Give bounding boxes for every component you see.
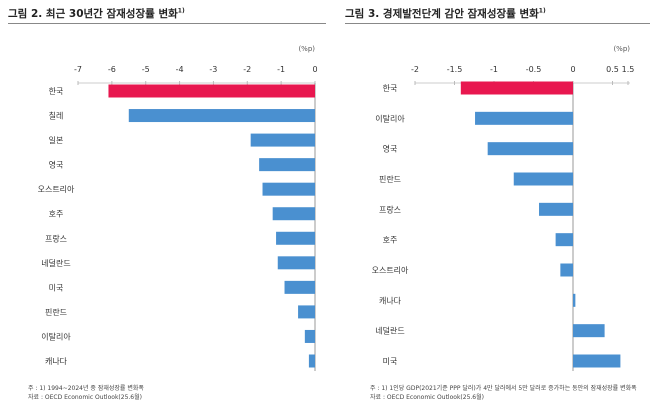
tick-label: -5 <box>142 65 150 74</box>
category-label: 한국 <box>383 84 398 93</box>
notes-right: 주 : 1) 1인당 GDP(2021기준 PPP 달러)가 4만 달러에서 5… <box>370 384 637 402</box>
bar-호주 <box>555 233 573 247</box>
bar-오스트리아 <box>262 182 315 196</box>
tick-label: 0 <box>312 65 317 74</box>
category-label: 네덜란드 <box>41 258 70 268</box>
title-sup: 1) <box>177 7 185 15</box>
bar-이탈리아 <box>475 111 573 125</box>
title-rule <box>8 23 326 24</box>
category-label: 미국 <box>49 283 64 292</box>
title-sup: 1) <box>538 7 546 15</box>
bar-이탈리아 <box>304 329 315 343</box>
bar-호주 <box>272 207 315 221</box>
bar-미국 <box>284 280 315 294</box>
bar-핀란드 <box>513 172 573 186</box>
tick-label: 1.5 <box>622 65 635 74</box>
tick-label: 0.5 <box>606 65 619 74</box>
category-label: 핀란드 <box>45 307 67 317</box>
category-label: 이탈리아 <box>375 113 405 123</box>
bar-네덜란드 <box>277 256 315 270</box>
category-label: 한국 <box>49 87 64 96</box>
category-label: 일본 <box>49 136 64 145</box>
tick-label: -7 <box>74 65 82 74</box>
tick-label: -3 <box>209 65 217 74</box>
bar-영국 <box>259 158 315 172</box>
category-label: 네덜란드 <box>375 326 404 336</box>
bar-핀란드 <box>298 305 315 319</box>
tick-label: -6 <box>108 65 116 74</box>
category-label: 오스트리아 <box>38 184 75 194</box>
category-label: 프랑스 <box>45 233 67 243</box>
bar-프랑스 <box>539 202 573 216</box>
category-label: 칠레 <box>49 112 64 121</box>
title-rule <box>345 23 650 24</box>
bar-네덜란드 <box>573 324 605 338</box>
category-label: 미국 <box>383 357 398 366</box>
bar-일본 <box>250 133 315 147</box>
category-label: 핀란드 <box>379 174 401 184</box>
bar-캐나다 <box>308 354 315 368</box>
bar-칠레 <box>128 109 315 123</box>
tick-label: -2 <box>243 65 251 74</box>
source: 자료 : OECD Economic Outlook(25.6월) <box>28 394 142 401</box>
category-label: 영국 <box>383 144 398 154</box>
bar-영국 <box>487 142 573 156</box>
category-label: 호주 <box>383 236 398 245</box>
note: 주 : 1) 1994~2024년 중 잠재성장률 변화폭 <box>28 385 144 392</box>
category-label: 캐나다 <box>379 296 402 305</box>
tick-label: 0 <box>570 65 575 74</box>
category-label: 이탈리아 <box>41 331 71 341</box>
source: 자료 : OECD Economic Outlook(25.6월) <box>370 394 484 401</box>
bar-프랑스 <box>276 231 315 245</box>
category-label: 오스트리아 <box>372 265 409 275</box>
title-text: 그림 3. 경제발전단계 감안 잠재성장률 변화 <box>345 8 539 20</box>
chart-title-right: 그림 3. 경제발전단계 감안 잠재성장률 변화1) <box>345 6 546 21</box>
category-label: 프랑스 <box>379 204 401 214</box>
title-text: 그림 2. 최근 30년간 잠재성장률 변화 <box>8 8 178 20</box>
chart-title-left: 그림 2. 최근 30년간 잠재성장률 변화1) <box>8 6 185 21</box>
tick-label: -2 <box>411 65 419 74</box>
note: 주 : 1) 1인당 GDP(2021기준 PPP 달러)가 4만 달러에서 5… <box>370 385 637 392</box>
tick-label: -1 <box>277 65 285 74</box>
category-label: 호주 <box>49 210 64 219</box>
tick-label: -4 <box>176 65 184 74</box>
category-label: 영국 <box>49 160 64 170</box>
bar-한국 <box>460 81 573 95</box>
bar-한국 <box>108 84 315 98</box>
unit-label: (%p) <box>298 45 315 53</box>
unit-label: (%p) <box>613 45 630 53</box>
category-label: 캐나다 <box>45 357 68 366</box>
bar-오스트리아 <box>560 263 573 277</box>
tick-label: -1.5 <box>447 65 463 74</box>
tick-label: -1 <box>490 65 498 74</box>
bar-미국 <box>573 354 621 368</box>
bar-캐나다 <box>573 293 576 307</box>
tick-label: -0.5 <box>526 65 542 74</box>
